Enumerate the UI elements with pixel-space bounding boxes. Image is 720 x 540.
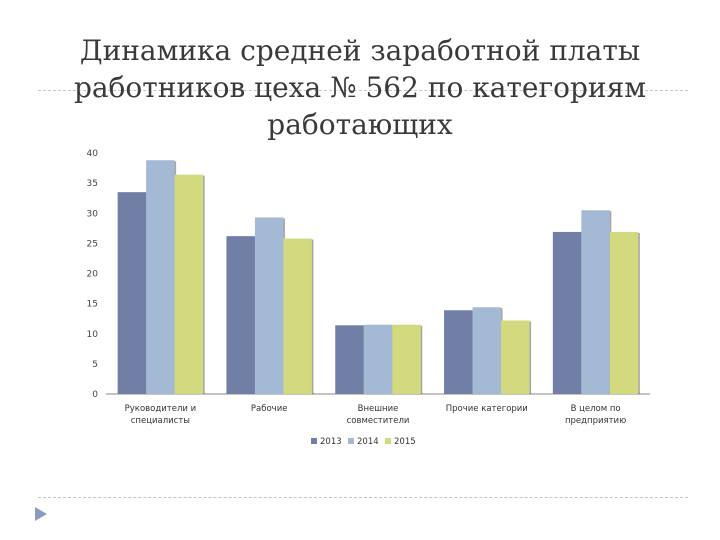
- bar-2014: [363, 324, 393, 394]
- bar-2013: [444, 310, 473, 394]
- y-tick-label: 40: [87, 149, 99, 159]
- y-tick-label: 35: [87, 179, 98, 189]
- bar-2013: [226, 236, 255, 394]
- category-label: Прочие категории: [446, 404, 528, 414]
- play-arrow-icon: [35, 507, 47, 521]
- bar-2015: [392, 324, 421, 394]
- legend-label-2015: 2015: [394, 437, 416, 447]
- y-tick-label: 15: [87, 300, 98, 310]
- slide-title-line-3: работающих: [267, 108, 453, 141]
- legend-swatch-2014: [348, 438, 354, 444]
- category-label: Внешние: [358, 404, 399, 414]
- category-label: В целом по: [571, 404, 621, 414]
- category-label: специалисты: [131, 416, 190, 426]
- bar-2015: [174, 174, 204, 394]
- legend-swatch-2015: [385, 438, 391, 444]
- bar-2013: [335, 325, 364, 394]
- bar-2013: [552, 231, 582, 394]
- bar-2014: [146, 160, 175, 394]
- y-tick-label: 10: [87, 330, 99, 340]
- y-tick-label: 25: [87, 239, 98, 249]
- decor-dashed-line-bottom: [38, 497, 688, 498]
- category-label: совместители: [347, 416, 410, 426]
- legend-label-2014: 2014: [357, 437, 379, 447]
- category-label: Рабочие: [251, 404, 288, 414]
- category-label: Руководители и: [125, 404, 196, 414]
- y-tick-label: 0: [92, 390, 98, 400]
- legend-label-2013: 2013: [320, 437, 342, 447]
- bar-2014: [472, 307, 502, 394]
- bar-2013: [117, 192, 147, 394]
- bar-2015: [283, 238, 312, 394]
- bar-2014: [254, 217, 284, 394]
- slide-title-line-2: работников цеха № 562 по категориям: [73, 71, 647, 104]
- bar-2015: [501, 320, 530, 394]
- bar-2014: [581, 210, 610, 394]
- slide-title-line-1: Динамика средней заработной платы: [79, 34, 641, 67]
- bar-2015: [609, 231, 639, 394]
- legend-swatch-2013: [311, 438, 317, 444]
- slide-title: Динамика средней заработной платы работн…: [60, 32, 660, 143]
- decor-dashed-line-top: [38, 90, 688, 91]
- y-tick-label: 30: [87, 209, 99, 219]
- category-label: предприятию: [565, 416, 626, 426]
- y-tick-label: 5: [92, 360, 98, 370]
- y-tick-label: 20: [87, 270, 99, 280]
